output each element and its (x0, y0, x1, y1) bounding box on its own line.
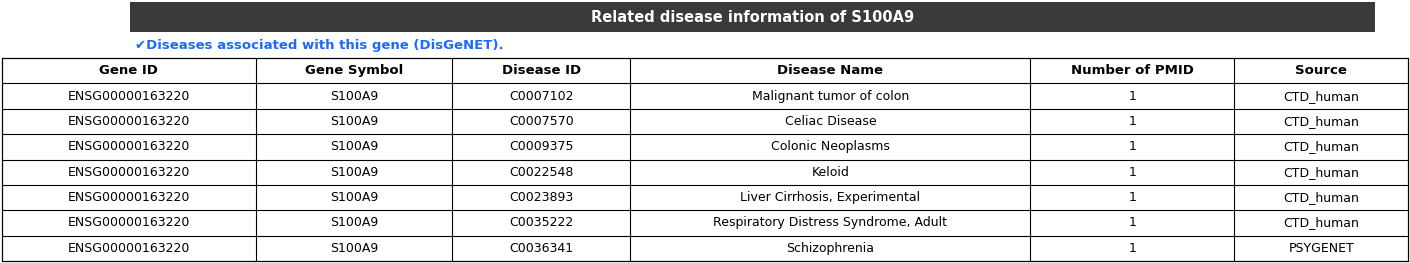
Text: Liver Cirrhosis, Experimental: Liver Cirrhosis, Experimental (740, 191, 921, 204)
Text: Number of PMID: Number of PMID (1072, 64, 1194, 77)
Text: S100A9: S100A9 (330, 216, 378, 229)
Text: 1: 1 (1128, 166, 1136, 179)
Text: Schizophrenia: Schizophrenia (787, 242, 874, 255)
Text: S100A9: S100A9 (330, 166, 378, 179)
Text: Disease Name: Disease Name (777, 64, 883, 77)
Text: S100A9: S100A9 (330, 140, 378, 153)
Text: 1: 1 (1128, 191, 1136, 204)
Bar (130, 2, 1375, 32)
Text: S100A9: S100A9 (330, 191, 378, 204)
Text: ENSG00000163220: ENSG00000163220 (68, 115, 190, 128)
Text: S100A9: S100A9 (330, 90, 378, 103)
Text: Keloid: Keloid (811, 166, 849, 179)
Text: ENSG00000163220: ENSG00000163220 (68, 216, 190, 229)
Text: S100A9: S100A9 (330, 115, 378, 128)
Text: ENSG00000163220: ENSG00000163220 (68, 166, 190, 179)
Text: S100A9: S100A9 (330, 242, 378, 255)
Text: ENSG00000163220: ENSG00000163220 (68, 140, 190, 153)
Text: Disease ID: Disease ID (502, 64, 581, 77)
Text: 1: 1 (1128, 242, 1136, 255)
Text: CTD_human: CTD_human (1283, 191, 1359, 204)
Text: 1: 1 (1128, 216, 1136, 229)
Text: Colonic Neoplasms: Colonic Neoplasms (771, 140, 890, 153)
Text: Malignant tumor of colon: Malignant tumor of colon (752, 90, 909, 103)
Text: ENSG00000163220: ENSG00000163220 (68, 191, 190, 204)
Text: ✔Diseases associated with this gene (DisGeNET).: ✔Diseases associated with this gene (Dis… (135, 38, 503, 52)
Text: C0009375: C0009375 (509, 140, 574, 153)
Text: CTD_human: CTD_human (1283, 115, 1359, 128)
Text: C0007570: C0007570 (509, 115, 574, 128)
Text: C0023893: C0023893 (509, 191, 574, 204)
Text: Gene ID: Gene ID (100, 64, 158, 77)
Text: Celiac Disease: Celiac Disease (784, 115, 876, 128)
Text: 1: 1 (1128, 115, 1136, 128)
Text: 1: 1 (1128, 90, 1136, 103)
Text: Related disease information of S100A9: Related disease information of S100A9 (591, 9, 914, 24)
Text: C0022548: C0022548 (509, 166, 574, 179)
Text: C0036341: C0036341 (509, 242, 574, 255)
Text: 1: 1 (1128, 140, 1136, 153)
Text: CTD_human: CTD_human (1283, 90, 1359, 103)
Text: Gene Symbol: Gene Symbol (305, 64, 403, 77)
Bar (1, 58, 1409, 261)
Text: PSYGENET: PSYGENET (1289, 242, 1354, 255)
Text: CTD_human: CTD_human (1283, 140, 1359, 153)
Text: ENSG00000163220: ENSG00000163220 (68, 242, 190, 255)
Text: Source: Source (1296, 64, 1347, 77)
Text: CTD_human: CTD_human (1283, 166, 1359, 179)
Text: ENSG00000163220: ENSG00000163220 (68, 90, 190, 103)
Text: C0035222: C0035222 (509, 216, 574, 229)
Text: CTD_human: CTD_human (1283, 216, 1359, 229)
Text: Respiratory Distress Syndrome, Adult: Respiratory Distress Syndrome, Adult (713, 216, 948, 229)
Text: C0007102: C0007102 (509, 90, 574, 103)
